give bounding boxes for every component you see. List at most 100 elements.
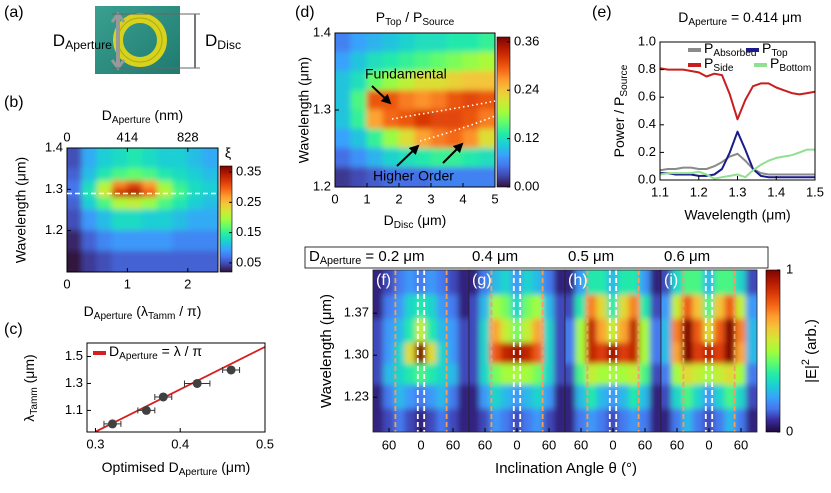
heatmap-cell	[142, 180, 159, 190]
legend-label: PTop	[762, 40, 788, 59]
y-tick-label: 1.4	[45, 139, 63, 154]
heatmap-cell	[532, 408, 545, 432]
heatmap-cell	[511, 342, 523, 365]
heatmap-cell	[366, 90, 384, 111]
colorbar	[765, 269, 781, 433]
heatmap-cell	[681, 294, 694, 320]
heatmap-cell	[628, 384, 641, 410]
heatmap-cell	[724, 270, 737, 296]
heatmap-cell	[425, 408, 438, 432]
panel-header: DAperture = 0.2 μm	[309, 248, 425, 267]
heatmap-cell	[724, 363, 737, 386]
heatmap-cell	[649, 294, 661, 320]
heatmap-cell	[649, 363, 661, 386]
y-tick-label: 1.3	[45, 181, 63, 196]
heatmap-cell	[67, 168, 83, 182]
heatmap-cell	[692, 270, 705, 296]
heatmap-cell	[187, 209, 204, 232]
heatmap-cell	[649, 384, 661, 410]
heatmap-cell	[96, 230, 113, 252]
heatmap-cell	[585, 270, 598, 296]
y-tick-label: 1.2	[45, 222, 63, 237]
data-point	[226, 365, 236, 375]
x-tick-label: 0.4	[171, 436, 189, 451]
heatmap-cell	[157, 230, 174, 252]
heatmap-cell	[575, 270, 587, 296]
heatmap-cell	[202, 230, 218, 252]
heatmap-cell	[681, 384, 694, 410]
heatmap-cell	[414, 71, 432, 92]
heatmap-cell	[565, 342, 577, 365]
heatmap-cell	[67, 148, 83, 170]
heatmap-cell	[373, 408, 385, 432]
heatmap-cell	[511, 270, 523, 296]
heatmap-cell	[457, 408, 469, 432]
heatmap-cell	[585, 318, 598, 344]
legend-label: DAperture = λ / π	[109, 343, 202, 362]
heatmap-cell	[724, 384, 737, 410]
heatmap-cell	[404, 318, 417, 344]
text-part: 2	[800, 359, 812, 365]
x-tick-label: 60	[446, 437, 460, 452]
heatmap-cell	[366, 51, 384, 72]
heatmap-cell	[398, 167, 416, 187]
text-part: (μm)	[21, 354, 37, 387]
x-axis-label: DAperture (λTamm / π)	[84, 303, 202, 322]
x-tick-label: 1	[363, 191, 370, 206]
heatmap-cell	[415, 342, 427, 365]
heatmap-cell	[639, 384, 651, 410]
heatmap-cell	[446, 167, 464, 187]
text-part: D	[84, 303, 94, 319]
heatmap-cell	[639, 342, 651, 365]
heatmap-cell	[469, 363, 481, 386]
panel-header: 0.5 μm	[568, 248, 614, 265]
x-tick-label: 60	[670, 437, 684, 452]
heatmap-cell	[81, 209, 98, 232]
heatmap-cell	[382, 128, 400, 149]
heatmap-cell	[126, 148, 143, 170]
heatmap-cell	[425, 270, 438, 296]
heatmap-cell	[457, 318, 469, 344]
x-tick-label: 2	[184, 276, 191, 291]
heatmap-cell	[335, 90, 352, 111]
heatmap-cell	[703, 294, 715, 320]
y-tick-label: 1.3	[313, 101, 331, 116]
colorbar-tick-label: 0.15	[236, 224, 261, 239]
heatmap-cell	[575, 294, 587, 320]
heatmap-cell	[404, 384, 417, 410]
y-axis-label: Power / PSource	[611, 64, 630, 157]
heatmap-cell	[366, 167, 384, 187]
x-tick-label: 60	[638, 437, 652, 452]
heatmap-cell	[521, 294, 534, 320]
heatmap-cell	[172, 250, 189, 272]
heatmap-cell	[489, 408, 502, 432]
y-tick-label: 0.4	[638, 116, 656, 131]
heatmap-cell	[462, 90, 480, 111]
heatmap-cell	[157, 168, 174, 182]
heatmap-cell	[724, 318, 737, 344]
legend-label: PBottom	[770, 55, 811, 74]
heatmap-cell	[553, 294, 565, 320]
series-line	[660, 148, 815, 180]
text-part: = 0.2 μm	[361, 248, 424, 265]
heatmap-cell	[382, 33, 400, 53]
heatmap-cell	[607, 363, 619, 386]
heatmap-cell	[382, 71, 400, 92]
heatmap-cell	[532, 294, 545, 320]
x-tick-label: 0	[513, 437, 520, 452]
panel-header: 0.4 μm	[472, 248, 518, 265]
heatmap-cell	[67, 180, 83, 190]
x-tick-label: 5	[491, 191, 498, 206]
heatmap-cell	[469, 384, 481, 410]
heatmap-cell	[575, 384, 587, 410]
heatmap-cell	[639, 318, 651, 344]
heatmap-cell	[398, 33, 416, 53]
heatmap-cell	[382, 167, 400, 187]
heatmap-cell	[479, 363, 491, 386]
heatmap-cell	[469, 318, 481, 344]
heatmap-cell	[446, 51, 464, 72]
heatmap-cell	[692, 294, 705, 320]
x-tick-label: 0	[417, 437, 424, 452]
text-part: P	[704, 40, 713, 56]
heatmap-cell	[462, 128, 480, 149]
